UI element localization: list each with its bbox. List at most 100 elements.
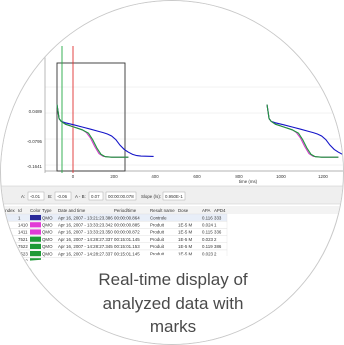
table-cell: 1E-5 M <box>178 251 192 256</box>
table-header-cell: Date and time <box>58 208 86 213</box>
table-cell: Produit <box>150 230 165 235</box>
table-header-cell: Color <box>30 208 41 213</box>
a-field[interactable] <box>27 191 45 201</box>
table-cell: 0.023 <box>202 237 214 242</box>
table-header-cell: APD4 <box>214 208 226 213</box>
table-header-cell: Dose <box>178 208 189 213</box>
ab-field[interactable] <box>88 191 104 201</box>
trace-line <box>56 104 154 157</box>
table-cell: 1E-5 M <box>178 237 192 242</box>
table-cell: 1 <box>18 215 21 220</box>
table-cell: Apr 16, 2007 - 14:28:27.337 <box>58 251 113 256</box>
table-cell: QMO <box>42 244 53 249</box>
table-cell: QMO <box>42 251 53 256</box>
table-cell: QMO <box>42 223 53 228</box>
table-cell: 333 <box>214 215 222 220</box>
slope-label: Slope (/s): <box>141 194 161 199</box>
time-field[interactable] <box>105 191 137 201</box>
y-tick-label: -0.0795 <box>27 139 42 144</box>
x-tick-label: 1000 <box>276 174 286 179</box>
table-cell: 2 <box>214 251 217 256</box>
table-cell: Apr 16, 2007 - 14:28:27.345 <box>58 244 113 249</box>
table-header-cell: APA <box>202 208 211 213</box>
table-header-bg <box>1 206 343 214</box>
selection-box[interactable] <box>56 62 126 172</box>
table-cell: 7522 <box>18 259 28 264</box>
table-cell: 00:00:00.864 <box>114 215 140 220</box>
x-tick-label: 1200 <box>318 174 328 179</box>
table-cell: 1411 <box>18 230 28 235</box>
table-cell: 0.115 <box>202 230 213 235</box>
table-cell: Apr 16, 2007 - 13:33:23.350 <box>58 230 113 235</box>
x-tick-label: 800 <box>235 174 243 179</box>
table-cell: Apr 16, 2007 - 14:28:27.337 <box>58 237 113 242</box>
table-cell: Produit <box>150 223 165 228</box>
table-cell: 00:15:01.153 <box>114 244 140 249</box>
x-tick-label: 600 <box>193 174 201 179</box>
row-color-swatch <box>30 229 41 235</box>
table-cell: 336 <box>214 230 222 235</box>
table-header-cell: Id <box>18 208 22 213</box>
table-cell: 0.023 <box>202 251 214 256</box>
table-cell: 7522 <box>18 244 28 249</box>
table-cell: 0.116 <box>202 215 213 220</box>
table-cell: 1410 <box>18 223 28 228</box>
table-cell: 0.024 <box>202 223 214 228</box>
table-cell: 00:15:01.145 <box>114 251 140 256</box>
table-cell: Produit <box>150 237 165 242</box>
table-cell: 2 <box>4 223 7 228</box>
table-header-cell: Period/time <box>114 208 137 213</box>
table-header-cell: Type <box>42 208 52 213</box>
trace-line-repeat <box>266 104 339 158</box>
x-tick-label: 400 <box>151 174 159 179</box>
b-value: -0.06 <box>57 194 68 199</box>
x-axis-title: time (ms) <box>239 179 258 184</box>
caption-line-3: marks <box>150 317 196 336</box>
table-cell: 00:00:00.872 <box>114 230 140 235</box>
table-cell: 0.119 <box>202 244 213 249</box>
a-value: -0.01 <box>30 194 41 199</box>
table-cell: QMO <box>42 237 53 242</box>
table-cell: 1 <box>214 223 217 228</box>
table-cell: 00:15:01.145 <box>114 237 140 242</box>
table-cell: 1E-5 M <box>178 230 192 235</box>
row-color-swatch <box>30 243 41 249</box>
table-cell: 2 <box>214 237 217 242</box>
x-tick-label: 200 <box>110 174 118 179</box>
table-cell: 4 <box>4 237 7 242</box>
time-value: 00:00:00.078 <box>108 194 134 199</box>
y-tick-label: -0.1641 <box>27 164 42 169</box>
trace-line <box>56 104 129 158</box>
caption-panel <box>1 263 343 344</box>
table-cell: Produit <box>150 244 165 249</box>
table-cell: Apr 16, 2007 - 13:21:23.386 <box>58 215 113 220</box>
grid <box>45 86 343 166</box>
table-cell: 7521 <box>18 237 28 242</box>
table-cell: 00:00:00.885 <box>114 223 140 228</box>
table-header-cell: Result name <box>150 208 175 213</box>
table-cell: 7523 <box>18 251 28 256</box>
b-field[interactable] <box>54 191 72 201</box>
row-color-swatch <box>30 215 41 221</box>
row-color-swatch <box>30 222 41 228</box>
table-cell: QMO <box>42 215 53 220</box>
y-tick-label: 0.0489 <box>29 109 43 114</box>
slope-field[interactable] <box>162 191 186 201</box>
table-header-cell: Index <box>4 208 16 213</box>
trace-line-repeat <box>266 104 343 156</box>
row-color-swatch <box>30 236 41 242</box>
b-label: B: <box>48 194 52 199</box>
x-tick-label: 0 <box>72 174 75 179</box>
caption-curve <box>1 255 343 263</box>
table-cell: Controle <box>150 215 167 220</box>
table-cell: 1E-5 M <box>178 244 192 249</box>
caption-line-1: Real-time display of <box>98 270 248 289</box>
table-cell: 7 <box>4 259 7 264</box>
slope-value: 0.950E-1 <box>165 194 183 199</box>
table-cell: 1E-5 M <box>178 223 192 228</box>
ab-label: A - B: <box>75 194 86 199</box>
table-cell: QMO <box>42 230 53 235</box>
a-label: A: <box>21 194 25 199</box>
